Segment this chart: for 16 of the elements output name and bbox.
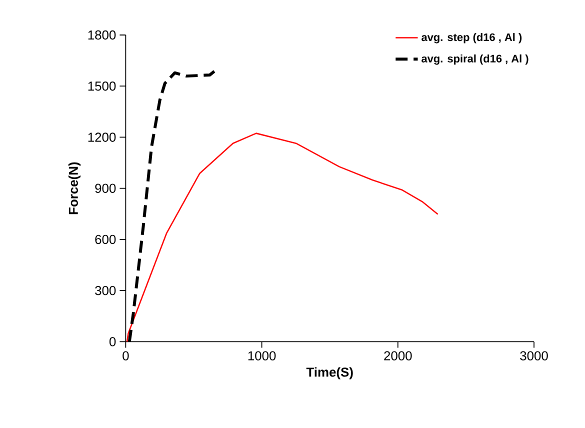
x-axis-title: Time(S) <box>306 367 353 380</box>
y-tick-label: 300 <box>95 286 116 296</box>
legend-label: avg. spiral (d16 , Al ) <box>422 54 528 65</box>
y-tick-label: 600 <box>95 234 116 244</box>
y-tick-label: 1800 <box>88 30 116 40</box>
x-tick-label: 3000 <box>520 351 548 360</box>
y-tick-label: 1500 <box>88 82 116 91</box>
y-axis-title: Force(N) <box>68 162 81 214</box>
line-series <box>126 132 438 342</box>
x-tick-label: 1000 <box>248 351 276 360</box>
x-tick-label: 2000 <box>384 351 412 360</box>
x-tick-label: 0 <box>122 351 129 360</box>
legend-label: avg. step (d16 , Al ) <box>422 33 522 44</box>
y-tick-label: 0 <box>109 337 116 346</box>
y-tick-label: 1200 <box>88 132 116 142</box>
y-tick-label: 900 <box>95 184 116 193</box>
